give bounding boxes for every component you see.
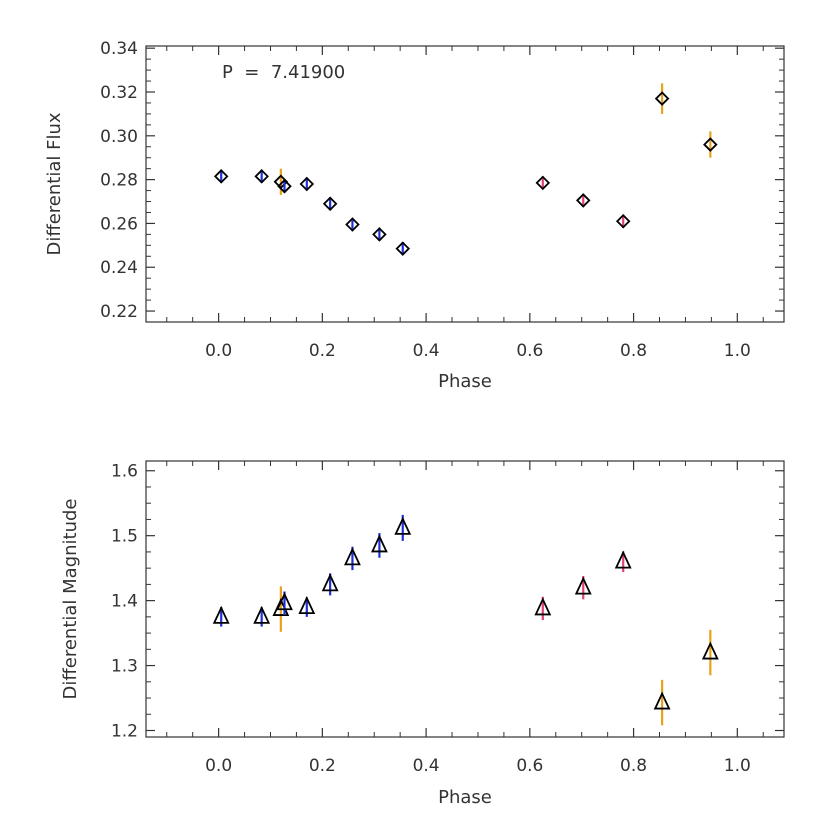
flux-data-point — [345, 217, 360, 232]
magnitude-plot-frame — [145, 460, 785, 738]
flux-y-tick-label: 0.32 — [100, 83, 138, 103]
flux-y-tick-label: 0.28 — [100, 171, 138, 191]
magnitude-data-point — [212, 605, 230, 624]
magnitude-data-point — [371, 534, 388, 553]
flux-y-axis-title: Differential Flux — [44, 112, 65, 255]
flux-x-tick-label: 1.0 — [724, 341, 751, 361]
flux-x-tick-label: 0.6 — [516, 341, 543, 361]
magnitude-y-tick-label: 1.6 — [111, 462, 138, 482]
magnitude-x-tick-label: 0.8 — [620, 756, 647, 776]
magnitude-data-point — [321, 573, 339, 592]
flux-data-point — [654, 91, 670, 106]
flux-plot-frame — [145, 45, 785, 323]
magnitude-data-point — [614, 550, 632, 569]
flux-y-tick-label: 0.22 — [100, 302, 138, 322]
flux-data-point — [322, 196, 338, 211]
magnitude-x-axis-title: Phase — [438, 787, 492, 808]
flux-y-tick-label: 0.34 — [100, 39, 138, 59]
magnitude-x-tick-label: 0.4 — [413, 756, 440, 776]
magnitude-x-tick-label: 0.6 — [516, 756, 543, 776]
magnitude-y-tick-label: 1.4 — [111, 592, 138, 612]
flux-data-point — [575, 193, 591, 208]
flux-data-point — [372, 227, 387, 242]
magnitude-data-point — [253, 605, 271, 624]
magnitude-data-point — [653, 691, 671, 710]
flux-data-point — [395, 241, 411, 256]
flux-x-tick-label: 0.8 — [620, 341, 647, 361]
flux-x-tick-label: 0.2 — [309, 341, 336, 361]
flux-marks — [213, 83, 718, 256]
magnitude-data-point — [701, 641, 719, 660]
flux-data-point — [299, 176, 315, 192]
magnitude-panel: 0.0 0.2 0.4 0.6 0.8 1.01.21.31.41.51.6 Phase … — [60, 460, 785, 808]
flux-x-tick-label: 0.0 — [205, 341, 232, 361]
flux-y-tick-label: 0.26 — [100, 214, 138, 234]
flux-data-point — [615, 213, 631, 229]
magnitude-x-tick-label: 0.0 — [205, 756, 232, 776]
magnitude-data-point — [276, 592, 293, 611]
magnitude-data-point — [298, 595, 316, 615]
flux-y-tick-label: 0.24 — [100, 258, 138, 278]
magnitude-data-point — [534, 597, 552, 616]
period-annotation: P = 7.41900 — [222, 62, 345, 83]
flux-ticks: 0.0 0.2 0.4 0.6 0.8 1.0 0.22 0.24 0.26 0.28 0.30 0.… — [100, 39, 784, 361]
magnitude-y-tick-label: 1.2 — [111, 722, 138, 742]
magnitude-data-point — [344, 547, 361, 566]
flux-x-axis-title: Phase — [438, 371, 492, 392]
flux-panel: 0.0 0.2 0.4 0.6 0.8 1.0 0.22 0.24 0.26 0.28 0.30 0.… — [44, 39, 785, 392]
magnitude-x-tick-label: 1.0 — [724, 756, 751, 776]
flux-data-point — [213, 169, 229, 184]
magnitude-y-tick-label: 1.5 — [111, 527, 138, 547]
flux-y-tick-label: 0.30 — [100, 127, 138, 147]
magnitude-x-tick-label: 0.2 — [309, 756, 336, 776]
magnitude-data-point — [574, 576, 592, 595]
flux-data-point — [703, 137, 718, 152]
magnitude-y-axis-title: Differential Magnitude — [60, 499, 81, 700]
magnitude-ticks: 0.0 0.2 0.4 0.6 0.8 1.0 1.2 1.3 1.4 1.5 1.6 — [111, 461, 784, 776]
flux-data-point — [277, 178, 292, 194]
magnitude-y-tick-label: 1.3 — [111, 657, 138, 677]
magnitude-marks — [212, 514, 719, 726]
magnitude-data-point — [394, 516, 412, 535]
flux-x-tick-label: 0.4 — [413, 341, 440, 361]
flux-data-point — [254, 169, 269, 184]
flux-data-point — [535, 175, 551, 191]
